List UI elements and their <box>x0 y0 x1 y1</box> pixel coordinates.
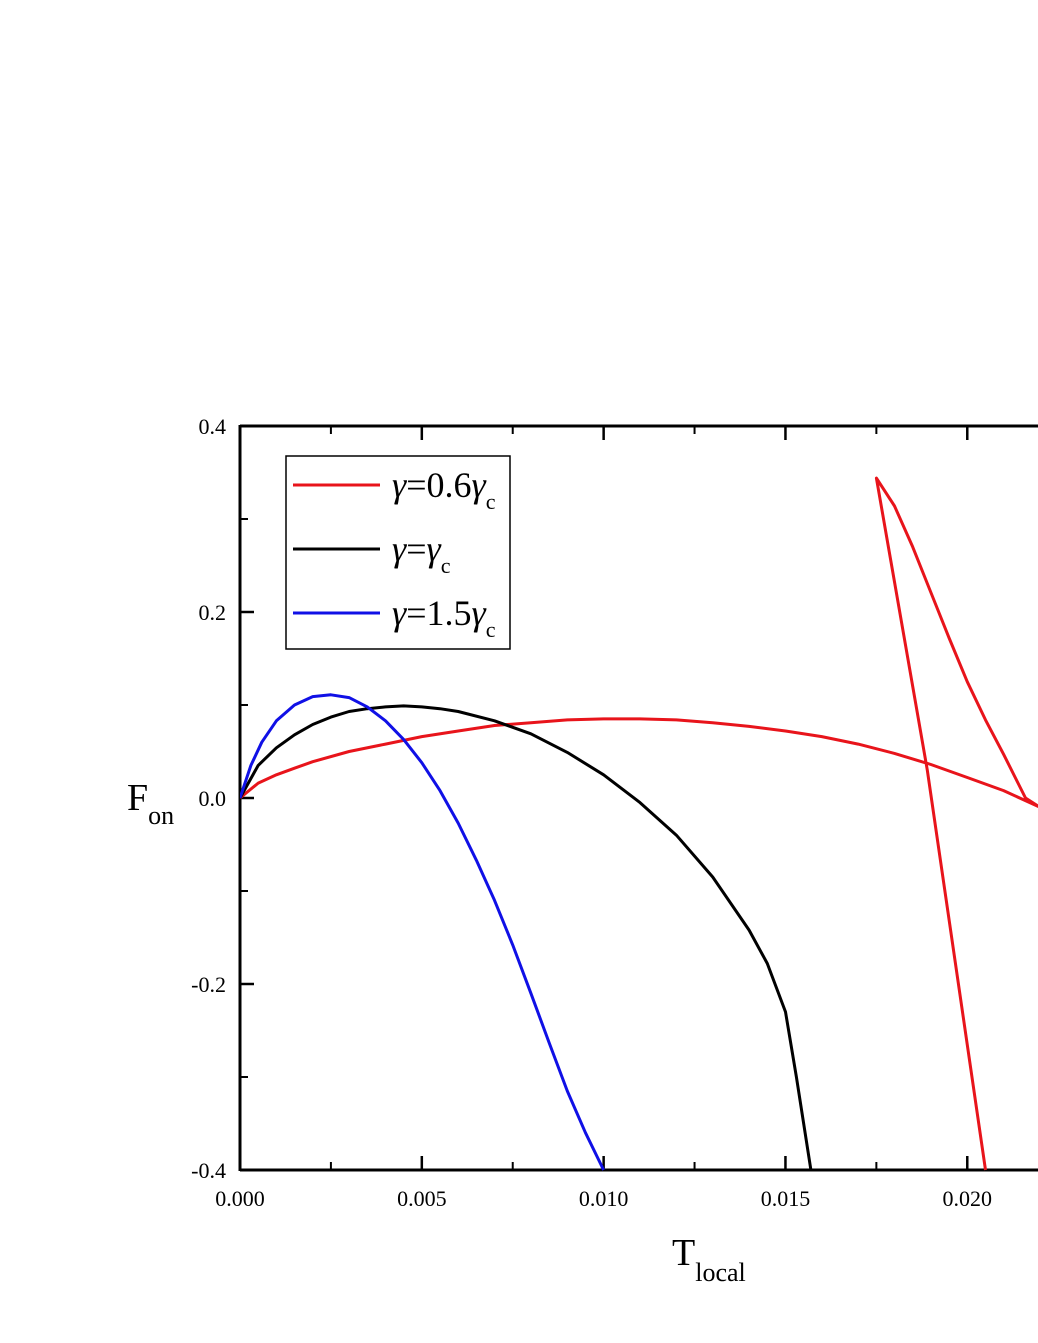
series-line-2 <box>240 704 813 1171</box>
y-axis-title-main: F <box>127 777 148 819</box>
svg-text:Tlocal: Tlocal <box>672 1232 746 1287</box>
series-line-1 <box>240 476 1038 1171</box>
x-tick-label: 0.020 <box>943 1186 993 1211</box>
series-line-3 <box>240 693 605 1171</box>
y-tick-label: 0.4 <box>199 414 227 439</box>
x-axis-title-main: T <box>672 1232 695 1274</box>
y-tick-label: -0.2 <box>191 972 226 997</box>
legend-label-3: γ=1.5γc <box>392 593 496 642</box>
y-tick-label: -0.4 <box>191 1158 226 1183</box>
svg-text:Fon: Fon <box>127 777 174 830</box>
x-tick-label: 0.015 <box>761 1186 811 1211</box>
y-tick-label: 0.2 <box>199 600 227 625</box>
legend: γ=0.6γc γ=γc γ=1.5γc <box>285 455 511 650</box>
legend-label-1: γ=0.6γc <box>392 465 496 514</box>
series-layer <box>240 476 1038 1171</box>
y-tick-label: 0.0 <box>199 786 227 811</box>
ticks: 0.000 0.005 0.010 0.015 0.020 -0.4 -0.2 0.0 0.2 0… <box>191 414 992 1211</box>
legend-box <box>285 455 511 650</box>
y-axis-title-sub: on <box>148 801 174 830</box>
x-tick-label: 0.000 <box>215 1186 265 1211</box>
y-axis-title: Fon <box>127 777 174 830</box>
x-tick-label: 0.010 <box>579 1186 629 1211</box>
x-tick-label: 0.005 <box>397 1186 447 1211</box>
x-axis-title: Tlocal <box>672 1232 746 1287</box>
x-axis-title-sub: local <box>695 1258 746 1287</box>
legend-label-2: γ=γc <box>392 529 451 578</box>
